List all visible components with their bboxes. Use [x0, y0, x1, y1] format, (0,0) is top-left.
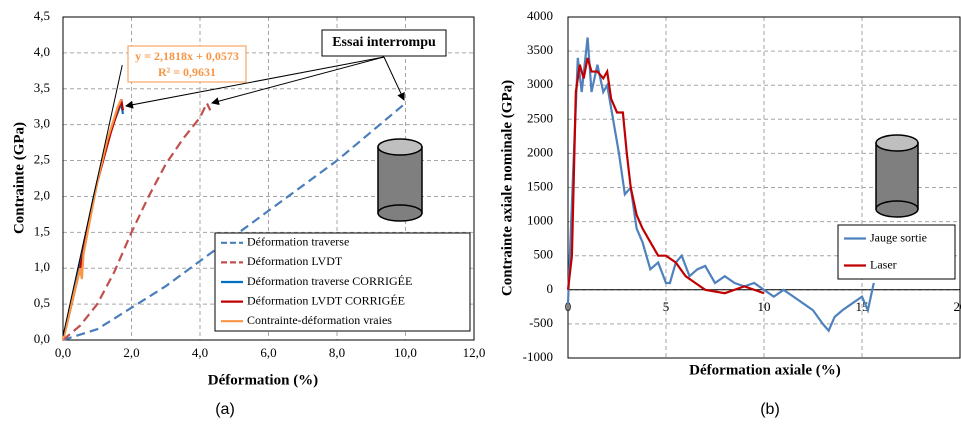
chart: -1000 -500 0 500 1000 1500 2000 2500 3000 3500 400…	[499, 8, 961, 418]
y-tick-label: 2500	[527, 110, 553, 125]
equation-box	[127, 45, 247, 83]
legend-label: Jauge sortie	[870, 230, 927, 244]
y-tick-label: 3,0	[34, 116, 50, 131]
y-tick-label: 4,5	[34, 8, 50, 23]
cylinder-icon	[875, 134, 919, 218]
x-axis-title: Déformation axiale (%)	[689, 362, 841, 378]
y-tick-label: 500	[534, 247, 554, 262]
legend-box	[837, 224, 956, 280]
caption: (a)	[215, 401, 235, 418]
equation: y = 2,1818x + 0,0573	[135, 49, 239, 63]
x-tick-label: 6,0	[260, 345, 276, 360]
y-tick-label: 0	[547, 281, 554, 296]
series-line	[566, 37, 875, 333]
y-tick-label: -1000	[523, 349, 553, 364]
x-tick-label: 0,0	[55, 345, 71, 360]
caption: (b)	[760, 401, 780, 418]
x-tick-label: 5	[663, 299, 670, 314]
note-box	[321, 29, 447, 57]
cylinder-icon	[377, 138, 423, 222]
x-tick-label: 10,0	[394, 345, 417, 360]
r-squared: R² = 0,9631	[158, 65, 216, 79]
legend-label: Déformation LVDT	[247, 254, 343, 268]
trendline	[62, 64, 123, 337]
series-line	[566, 57, 765, 295]
x-axis-title: Déformation (%)	[208, 372, 318, 388]
x-tick-label: 8,0	[329, 345, 345, 360]
arrows	[125, 56, 405, 109]
y-tick-label: 1,5	[34, 223, 50, 238]
x-tick-label: 20	[954, 299, 961, 314]
y-tick-label: 3,5	[34, 80, 50, 95]
legend-box	[214, 232, 471, 332]
y-tick-label: 2,0	[34, 187, 50, 202]
y-tick-label: 4000	[527, 8, 553, 23]
y-tick-label: 1,0	[34, 259, 50, 274]
note: Essai interrompu	[332, 35, 436, 50]
legend-label: Laser	[870, 257, 897, 271]
y-tick-label: 2,5	[34, 152, 50, 167]
y-tick-label: 3000	[527, 76, 553, 91]
chart: 0,0 0,5 1,0 1,5 2,0 2,5 3,0 3,5 4,0 4,5 0,0 2,0 4,0 6…	[11, 8, 485, 418]
y-tick-label: 2000	[527, 144, 553, 159]
x-tick-label: 12,0	[463, 345, 486, 360]
y-tick-label: 1500	[527, 178, 553, 193]
plot-frame	[567, 16, 961, 359]
series-line	[61, 99, 123, 341]
legend-label: Déformation traverse CORRIGÉE	[247, 274, 412, 288]
y-tick-label: 1000	[527, 213, 553, 228]
x-tick-label: 2,0	[123, 345, 139, 360]
legend-label: Contrainte-déformation vraies	[247, 313, 392, 327]
series-line	[62, 100, 212, 341]
legend-label: Déformation traverse	[247, 235, 349, 249]
legend-label: Déformation LVDT CORRIGÉE	[247, 293, 405, 307]
x-tick-label: 4,0	[192, 345, 208, 360]
y-tick-label: 4,0	[34, 44, 50, 59]
y-tick-label: -500	[529, 315, 553, 330]
y-tick-label: 3500	[527, 42, 553, 57]
y-tick-label: 0,5	[34, 295, 50, 310]
y-axis-title: Contrainte (GPa)	[11, 122, 27, 234]
plot-frame	[62, 16, 475, 341]
y-tick-label: 0,0	[34, 331, 50, 346]
x-tick-label: 10	[758, 299, 771, 314]
y-axis-title: Contrainte axiale nominale (GPa)	[499, 80, 515, 296]
